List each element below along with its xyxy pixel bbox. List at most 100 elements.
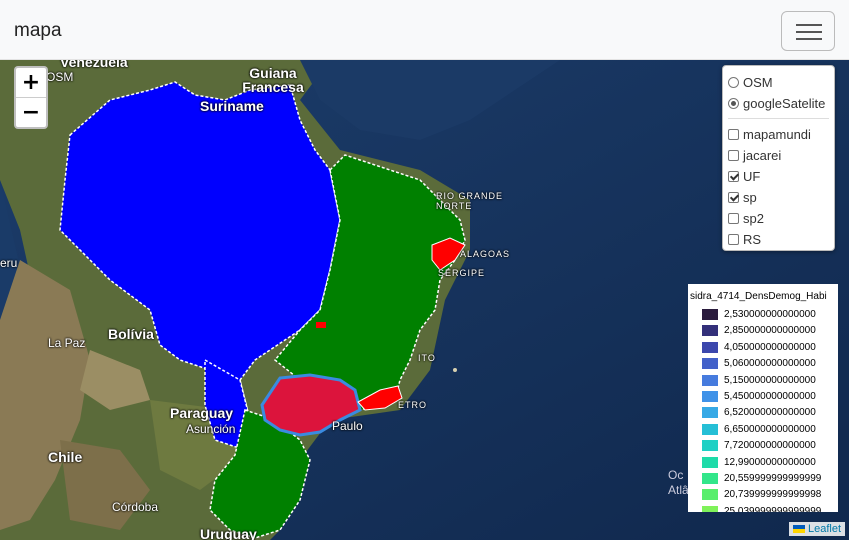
legend-title: sidra_4714_DensDemog_Habi [690,291,827,302]
state-sao-paulo[interactable] [260,373,362,437]
leaflet-link[interactable]: Leaflet [807,523,841,535]
legend-label: 6,650000000000000 [724,423,816,435]
checkbox-icon[interactable] [728,213,739,224]
overlay-jacarei[interactable]: jacarei [728,145,834,166]
legend-label: 25,039999999999999 [724,505,822,512]
attribution: Leaflet [788,522,845,536]
legend-label: 4,050000000000000 [724,341,816,353]
layer-label: mapamundi [743,127,811,142]
legend-item: 5,060000000000000 [702,357,816,370]
base-layer-osm[interactable]: OSM [728,72,834,93]
legend-swatch [702,358,718,370]
layer-label: sp2 [743,211,764,226]
pampas-terrain [60,440,150,530]
radio-icon[interactable] [728,77,739,88]
checkbox-icon[interactable] [728,171,739,182]
overlay-sp2[interactable]: sp2 [728,208,834,229]
place-label: ETRO [398,400,428,410]
place-label: Venezuela [60,60,128,70]
legend-swatch [702,391,718,402]
menu-icon-bar [796,24,822,26]
place-label: Paraguay [170,405,234,421]
legend-item: 7,720000000000000 [702,439,816,452]
legend-swatch [702,341,718,353]
legend-item: 25,039999999999999 [702,505,821,512]
legend-swatch [702,407,718,419]
place-label: Asunción [186,422,236,436]
legend-swatch [702,489,718,501]
checkbox-icon[interactable] [728,129,739,140]
legend-swatch [702,440,718,452]
legend-label: 20,739999999999998 [724,489,822,501]
legend-label: 5,150000000000000 [724,374,816,386]
overlay-sp[interactable]: sp [728,187,834,208]
place-label: La Paz [48,336,86,350]
legend-label: 20,559999999999999 [724,473,822,484]
place-label: Chile [48,449,83,465]
layer-label: jacarei [743,148,782,163]
legend-item: 6,650000000000000 [702,423,816,436]
place-label: Uruguay [200,526,257,540]
place-label: Guiana Francesa [238,66,308,94]
satellite-basemap [0,60,849,540]
layer-label: RS [743,232,762,247]
state-distrito-federal[interactable] [316,322,326,328]
region-south-green[interactable] [209,409,311,539]
place-label: Suriname [200,98,264,114]
checkbox-icon[interactable] [728,234,739,245]
place-label: ITO [418,353,436,363]
place-label: SERGIPE [438,268,486,278]
map-legend: sidra_4714_DensDemog_Habi 2,530000000000… [688,284,838,512]
place-label: RIO GRANDE NORTE [436,191,504,211]
legend-label: 6,520000000000000 [724,407,816,419]
checkbox-icon[interactable] [728,150,739,161]
legend-swatch [702,325,718,337]
altiplano-terrain [80,350,150,410]
region-northeast-green[interactable] [273,154,466,411]
region-north-blue[interactable] [59,81,341,422]
place-label: OSM [46,70,74,84]
layer-label: googleSatelite [743,96,826,111]
ukraine-flag-icon [792,525,805,533]
legend-swatch [702,374,718,386]
legend-swatch [702,505,718,512]
radio-icon[interactable] [728,98,739,109]
zoom-out-button[interactable]: − [16,97,46,127]
legend-label: 2,850000000000000 [724,325,816,337]
legend-item: 5,450000000000000 [702,390,816,403]
legend-swatch [702,456,718,468]
layer-separator [728,118,829,119]
legend-swatch [702,309,718,320]
overlay-rs[interactable]: RS [728,229,834,250]
zoom-control: + − [14,66,48,129]
island [453,368,457,372]
navbar: mapa [0,0,849,60]
legend-item: 6,520000000000000 [702,406,816,419]
zoom-in-button[interactable]: + [21,70,41,95]
legend-swatch [702,423,718,435]
legend-label: 12,99000000000000 [724,456,816,468]
state-alagoas[interactable] [431,237,466,271]
checkbox-icon[interactable] [728,192,739,203]
layer-control: OSM googleSatelite mapamundi jacarei UF … [722,65,835,251]
legend-swatch [702,473,718,484]
place-label: eru [0,256,18,270]
place-label: ALAGOAS [460,249,511,259]
legend-item: 4,050000000000000 [702,341,816,354]
overlay-mapamundi[interactable]: mapamundi [728,124,834,145]
legend-label: 5,450000000000000 [724,391,816,402]
state-rio-de-janeiro[interactable] [357,385,403,411]
legend-item: 12,99000000000000 [702,456,816,469]
legend-item: 2,530000000000000 [702,308,816,321]
overlay-uf[interactable]: UF [728,166,834,187]
andes-terrain [0,260,90,530]
map-container[interactable]: Venezuela Guiana Francesa Suriname OSM B… [0,60,849,540]
navbar-toggler-button[interactable] [781,11,835,51]
place-label: Bolívia [108,326,154,342]
legend-item: 5,150000000000000 [702,374,816,387]
navbar-brand[interactable]: mapa [14,20,62,41]
base-layer-googlesatelite[interactable]: googleSatelite [728,93,834,114]
legend-label: 7,720000000000000 [724,440,816,452]
menu-icon-bar [796,31,822,33]
legend-item: 20,559999999999999 [702,472,821,485]
